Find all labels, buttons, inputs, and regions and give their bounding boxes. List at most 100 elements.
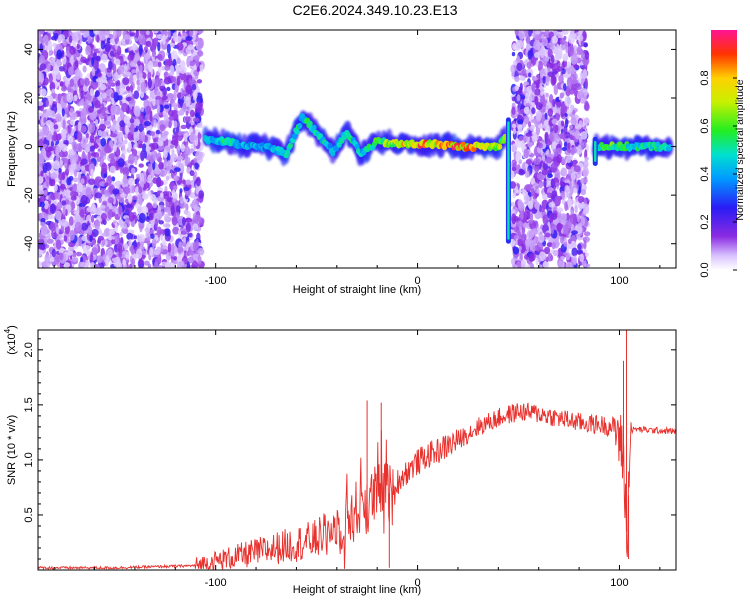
noise-blob <box>163 206 171 213</box>
noise-blob <box>561 158 566 165</box>
noise-blob <box>72 177 79 183</box>
noise-blob <box>191 33 196 41</box>
noise-blob <box>140 150 145 162</box>
noise-blob <box>165 260 171 268</box>
noise-blob <box>128 153 135 165</box>
noise-blob <box>152 30 159 34</box>
y-tick-label: 2.0 <box>23 342 35 357</box>
noise-blob <box>564 118 569 128</box>
noise-blob <box>159 85 166 91</box>
noise-blob <box>183 186 190 191</box>
noise-blob <box>104 30 110 36</box>
noise-blob <box>70 55 74 66</box>
noise-blob <box>158 220 164 225</box>
noise-blob <box>560 255 565 260</box>
noise-blob <box>176 42 184 51</box>
noise-blob <box>166 86 171 92</box>
noise-blob <box>187 256 194 264</box>
noise-blob <box>170 50 178 60</box>
noise-blob <box>155 153 159 160</box>
noise-blob <box>580 87 585 92</box>
noise-blob <box>197 132 202 141</box>
noise-blob <box>547 192 552 199</box>
noise-blob <box>574 129 581 140</box>
noise-blob <box>68 35 73 43</box>
noise-blob <box>544 66 548 74</box>
signal-blob <box>307 120 313 127</box>
noise-blob <box>578 196 585 204</box>
noise-blob <box>49 81 56 91</box>
noise-blob <box>186 261 190 268</box>
noise-blob <box>143 120 152 127</box>
noise-blob <box>544 232 551 238</box>
noise-blob <box>189 109 195 118</box>
noise-blob <box>523 148 529 159</box>
noise-blob <box>571 132 578 137</box>
noise-blob <box>60 183 66 190</box>
noise-blob <box>164 213 170 223</box>
noise-blob <box>530 177 536 185</box>
noise-blob <box>512 192 517 199</box>
noise-blob <box>38 153 45 164</box>
noise-blob <box>38 55 46 66</box>
noise-blob <box>157 265 163 268</box>
x-tick-label: 100 <box>610 577 628 589</box>
noise-blob <box>566 248 570 254</box>
noise-blob <box>134 118 141 126</box>
noise-blob <box>554 133 560 143</box>
noise-blob <box>171 149 175 154</box>
noise-blob <box>143 260 150 266</box>
noise-blob <box>555 182 560 187</box>
noise-blob <box>50 36 57 41</box>
noise-blob <box>69 46 76 55</box>
noise-blob <box>145 146 151 152</box>
noise-blob <box>51 57 56 62</box>
noise-blob <box>151 60 159 67</box>
noise-blob <box>123 34 131 40</box>
noise-blob <box>182 179 187 185</box>
noise-blob <box>523 115 530 125</box>
noise-blob <box>544 30 550 39</box>
noise-blob <box>72 183 78 192</box>
noise-blob <box>133 144 137 149</box>
noise-blob <box>92 203 96 213</box>
noise-blob <box>520 210 524 221</box>
noise-blob <box>80 90 84 99</box>
noise-blob <box>58 66 65 72</box>
noise-blob <box>147 77 152 89</box>
noise-blob <box>561 68 566 75</box>
noise-blob <box>100 138 107 147</box>
noise-blob <box>512 246 520 255</box>
noise-blob <box>131 184 135 194</box>
noise-blob <box>127 141 132 151</box>
noise-blob <box>560 104 568 114</box>
noise-blob <box>171 216 178 226</box>
noise-blob <box>553 84 558 96</box>
noise-blob <box>141 130 146 142</box>
noise-blob <box>516 94 521 102</box>
noise-blob <box>158 161 164 170</box>
noise-blob <box>129 32 135 37</box>
noise-blob <box>100 212 108 221</box>
noise-blob <box>167 242 172 254</box>
noise-blob <box>547 252 553 262</box>
noise-blob <box>110 50 114 57</box>
noise-blob <box>121 227 129 234</box>
noise-blob <box>140 81 147 93</box>
noise-blob <box>40 72 44 83</box>
noise-blob <box>566 108 572 115</box>
noise-blob <box>129 246 134 252</box>
noise-blob <box>156 99 160 106</box>
noise-blob <box>133 105 141 117</box>
noise-blob <box>138 212 146 224</box>
noise-blob <box>160 233 164 241</box>
noise-blob <box>104 145 112 154</box>
noise-blob <box>185 96 191 108</box>
noise-blob <box>135 30 139 39</box>
noise-blob <box>570 147 575 156</box>
noise-blob <box>562 226 569 235</box>
noise-blob <box>74 221 82 232</box>
y-tick-label: 1.5 <box>23 397 35 412</box>
noise-blob <box>180 230 187 235</box>
